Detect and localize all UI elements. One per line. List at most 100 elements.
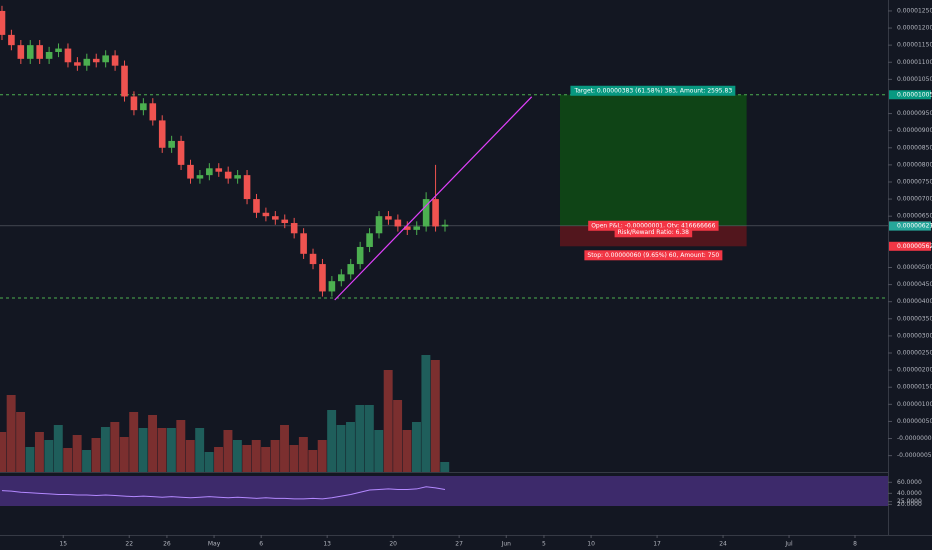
candle-body bbox=[356, 246, 364, 265]
candle-body bbox=[168, 140, 175, 148]
y-tick-label: 0.00000750 bbox=[897, 178, 932, 185]
candle-body bbox=[0, 10, 6, 35]
volume-bar bbox=[195, 428, 205, 472]
candle-body bbox=[290, 223, 298, 234]
volume-bar bbox=[72, 435, 82, 472]
volume-bar bbox=[44, 440, 54, 472]
candle-body bbox=[432, 199, 439, 227]
y-tick-label: 0.00000400 bbox=[897, 298, 932, 305]
y-tick-label: 0.00000300 bbox=[897, 332, 932, 339]
volume-bar bbox=[138, 428, 148, 472]
candle-body bbox=[121, 65, 128, 97]
target-zone bbox=[559, 94, 747, 226]
position-label-bg bbox=[570, 85, 736, 96]
y-tick-label: 0.00001250 bbox=[897, 7, 932, 14]
y-tick-label: 0.00001100 bbox=[897, 59, 932, 66]
y-tick-label: 0.00000900 bbox=[897, 127, 932, 134]
volume-bar bbox=[270, 440, 280, 472]
candle-body bbox=[45, 51, 53, 59]
volume-bar bbox=[336, 425, 346, 472]
candle-body bbox=[394, 219, 402, 227]
volume-bar bbox=[280, 425, 289, 472]
candle-body bbox=[17, 45, 25, 59]
candle-body bbox=[385, 216, 392, 220]
candle-body bbox=[55, 48, 62, 52]
volume-bar bbox=[204, 452, 214, 472]
candle-body bbox=[300, 233, 307, 254]
candle-body bbox=[83, 58, 91, 66]
volume-bar bbox=[308, 450, 318, 472]
y-tick-label: 0.00000350 bbox=[897, 315, 932, 322]
volume-bar bbox=[261, 447, 271, 472]
rsi-tick-label: 60.0000 bbox=[897, 479, 922, 486]
x-tick-label: 27 bbox=[455, 541, 463, 548]
position-label: Risk/Reward Ratio: 6.38 bbox=[618, 229, 690, 236]
volume-bar bbox=[214, 447, 223, 472]
candle-body bbox=[196, 175, 204, 179]
y-tick-label: 0.00000700 bbox=[897, 196, 932, 203]
x-tick-label: May bbox=[208, 541, 221, 548]
candle-body bbox=[281, 219, 289, 224]
rsi-tick-label: 25.0000 bbox=[897, 498, 922, 505]
rsi-tick-label: 40.0000 bbox=[897, 490, 922, 497]
x-tick-label: 26 bbox=[163, 541, 171, 548]
candle-body bbox=[36, 45, 43, 59]
y-tick-label: 0.00000500 bbox=[897, 264, 932, 271]
volume-bar bbox=[166, 428, 176, 472]
candle-body bbox=[413, 226, 421, 230]
volume-bar bbox=[129, 412, 139, 472]
x-tick-label: 6 bbox=[259, 541, 263, 548]
position-label-bg bbox=[614, 227, 693, 238]
rsi-tick-label: 20.0000 bbox=[897, 501, 922, 508]
candle-body bbox=[441, 224, 449, 227]
volume-bar bbox=[34, 432, 44, 472]
price-tag-label: 0.00001005 bbox=[897, 91, 932, 98]
x-tick-label: 10 bbox=[587, 541, 595, 548]
x-tick-label: Jun bbox=[501, 541, 512, 548]
plot-layer bbox=[0, 5, 888, 500]
y-tick-label: 0.00000250 bbox=[897, 350, 932, 357]
volume-bar bbox=[63, 448, 73, 472]
y-tick-label: 0.00000950 bbox=[897, 110, 932, 117]
candle-body bbox=[243, 175, 251, 200]
y-tick-label: 0.00000800 bbox=[897, 161, 932, 168]
volume-bar bbox=[430, 360, 440, 472]
y-tick-label: 0.00000050 bbox=[897, 418, 932, 425]
volume-bar bbox=[100, 427, 110, 472]
volume-bar bbox=[327, 410, 337, 472]
volume-bar bbox=[346, 422, 355, 472]
x-tick-label: 24 bbox=[719, 541, 727, 548]
candle-body bbox=[64, 48, 72, 63]
volume-bar bbox=[25, 447, 35, 472]
candle-body bbox=[422, 199, 430, 227]
volume-bar bbox=[91, 438, 101, 472]
volume-bar bbox=[383, 370, 393, 472]
y-tick-label: -0.00000050 bbox=[897, 452, 932, 459]
volume-bar bbox=[393, 400, 403, 472]
volume-bar bbox=[157, 428, 167, 472]
x-tick-label: 15 bbox=[59, 541, 67, 548]
rsi-pane bbox=[0, 476, 888, 506]
candle-body bbox=[366, 233, 373, 247]
volume-bar bbox=[110, 422, 120, 472]
volume-bar bbox=[223, 430, 233, 472]
y-tick-label: 0.00001150 bbox=[897, 42, 932, 49]
candle-body bbox=[102, 55, 109, 63]
candle-body bbox=[338, 274, 345, 282]
price-tag-label: 0.00000562 bbox=[897, 243, 932, 250]
x-tick-label: 22 bbox=[125, 541, 133, 548]
candle-body bbox=[272, 216, 279, 220]
position-label: Open P&L: -0.00000001, Qty: 416666666 bbox=[591, 222, 715, 229]
candle-body bbox=[74, 62, 81, 66]
y-tick-label: 0.00000450 bbox=[897, 281, 932, 288]
candle-body bbox=[206, 168, 213, 176]
position-label-bg bbox=[584, 250, 723, 261]
y-tick-label: 0.00001200 bbox=[897, 25, 932, 32]
rsi-line bbox=[1, 486, 446, 500]
candle-body bbox=[8, 34, 15, 46]
y-tick-label: 0.00000150 bbox=[897, 384, 932, 391]
volume-bar bbox=[53, 425, 63, 472]
volume-bar bbox=[242, 445, 252, 472]
volume-bar bbox=[82, 450, 92, 472]
